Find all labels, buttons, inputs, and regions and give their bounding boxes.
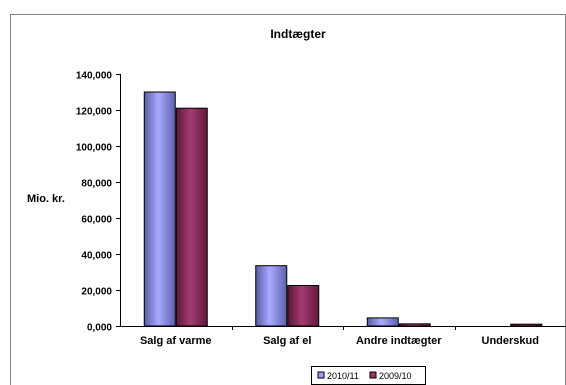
y-tick-label: 60,000 [81, 215, 112, 226]
bar-2010-11-andre-indtægter [366, 317, 399, 327]
chart-title: Indtægter [270, 27, 326, 41]
y-tick-label: 40,000 [81, 251, 112, 262]
bar-2009-10-salg-af-varme [175, 107, 208, 327]
y-axis-ticks: 0,000 20,000 40,000 60,000 80,000 100,000 120,… [76, 71, 120, 334]
y-tick-label: 100,000 [76, 143, 113, 154]
y-tick-label: 0,000 [87, 323, 112, 334]
x-tick-label: Salg af varme [140, 335, 212, 347]
y-tick-label: 140,000 [76, 71, 113, 82]
bar-2009-10-salg-af-el [287, 285, 320, 327]
bar-2010-11-salg-af-el [255, 265, 288, 327]
legend-swatch [317, 371, 325, 379]
bar-2009-10-andre-indtægter [398, 323, 431, 327]
x-tick-label: Underskud [482, 335, 539, 347]
y-tick-label: 120,000 [76, 107, 113, 118]
legend-entry: 2010/11 [327, 371, 359, 381]
x-tick-label: Andre indtægter [356, 335, 442, 347]
x-tick-label: Salg af el [263, 335, 311, 347]
legend: 2010/11 2009/10 [311, 366, 426, 385]
bar-2009-10-underskud [510, 323, 543, 327]
legend-entry: 2009/10 [379, 371, 412, 381]
legend-swatch [369, 371, 377, 379]
bar-2010-11-salg-af-varme [143, 91, 176, 327]
y-tick-label: 20,000 [81, 287, 112, 298]
y-axis-label: Mio. kr. [27, 193, 65, 205]
bars [143, 91, 543, 327]
y-tick-label: 80,000 [81, 179, 112, 190]
x-axis-labels: Salg af varme Salg af el Andre indtægter Un… [140, 326, 539, 347]
